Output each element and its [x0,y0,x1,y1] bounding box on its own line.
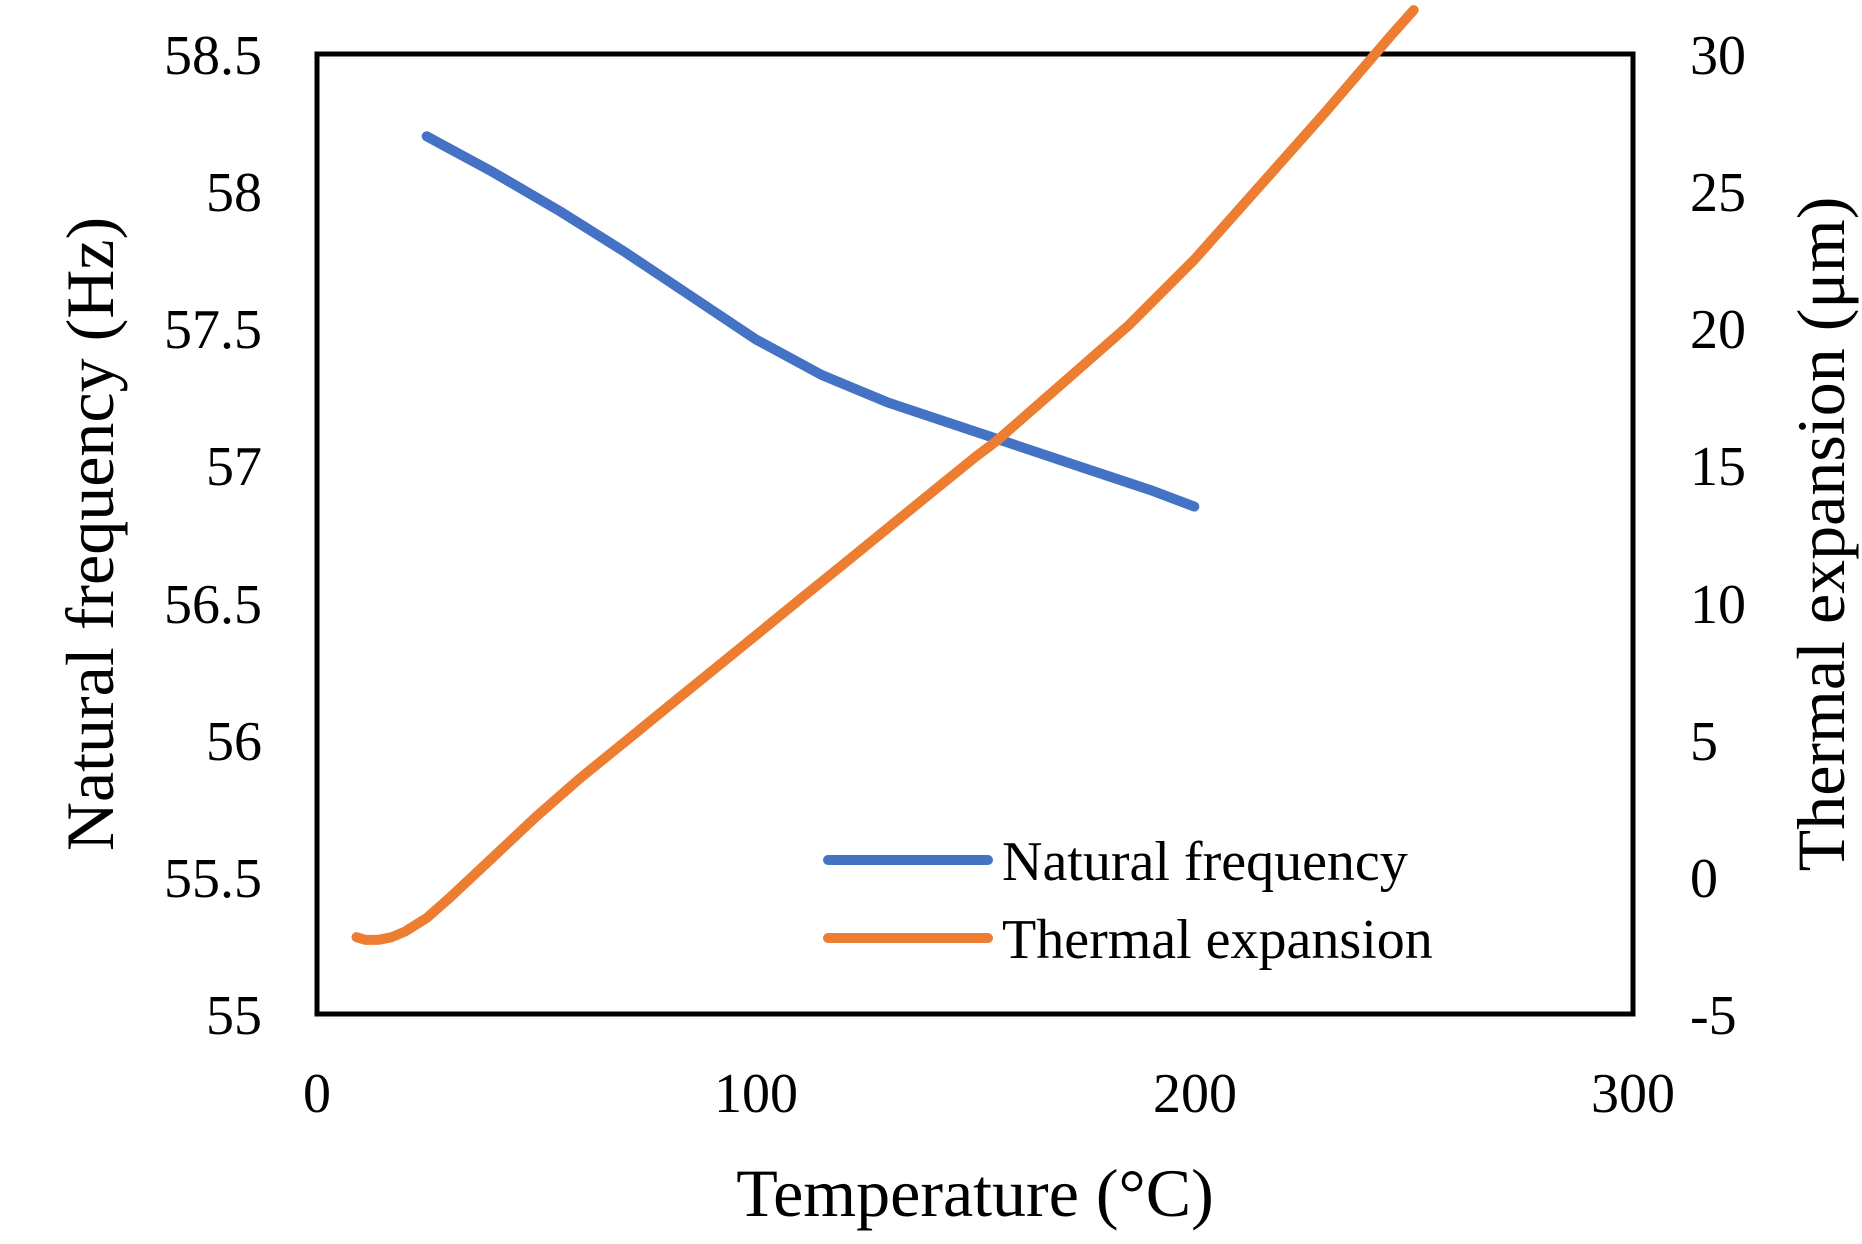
x-tick-300: 300 [1591,1063,1675,1125]
x-axis-title: Temperature (°C) [736,1155,1213,1231]
y-left-tick-57-5: 57.5 [164,299,262,361]
y-left-axis-title: Natural frequency (Hz) [52,217,128,851]
y-left-tick-56: 56 [206,711,262,773]
y-left-tick-58-5: 58.5 [164,25,262,87]
series-layer [351,5,1419,945]
y-right-tick-30: 30 [1690,25,1746,87]
y-right-tick--5: -5 [1690,985,1737,1047]
plot-frame [314,51,1636,1017]
y-right-tick-20: 20 [1690,299,1746,361]
y-right-tick-5: 5 [1690,711,1718,773]
series-line-natural-frequency [421,131,1200,512]
x-tick-100: 100 [714,1063,798,1125]
y-right-tick-25: 25 [1690,162,1746,224]
x-tick-200: 200 [1153,1063,1237,1125]
y-left-tick-55-5: 55.5 [164,848,262,910]
x-tick-0: 0 [303,1063,331,1125]
legend-label-natural-frequency: Natural frequency [1002,831,1408,893]
series-line-thermal-expansion [351,5,1419,945]
y-right-axis-title: Thermal expansion (μm) [1783,197,1859,872]
legend-label-thermal-expansion: Thermal expansion [1002,909,1433,971]
y-left-tick-57: 57 [206,436,262,498]
y-right-tick-10: 10 [1690,574,1746,636]
y-left-tick-55: 55 [206,985,262,1047]
legend: Natural frequency Thermal expansion [823,831,1433,971]
y-right-tick-0: 0 [1690,848,1718,910]
y-left-tick-58: 58 [206,162,262,224]
y-right-tick-15: 15 [1690,436,1746,498]
y-left-tick-56-5: 56.5 [164,574,262,636]
